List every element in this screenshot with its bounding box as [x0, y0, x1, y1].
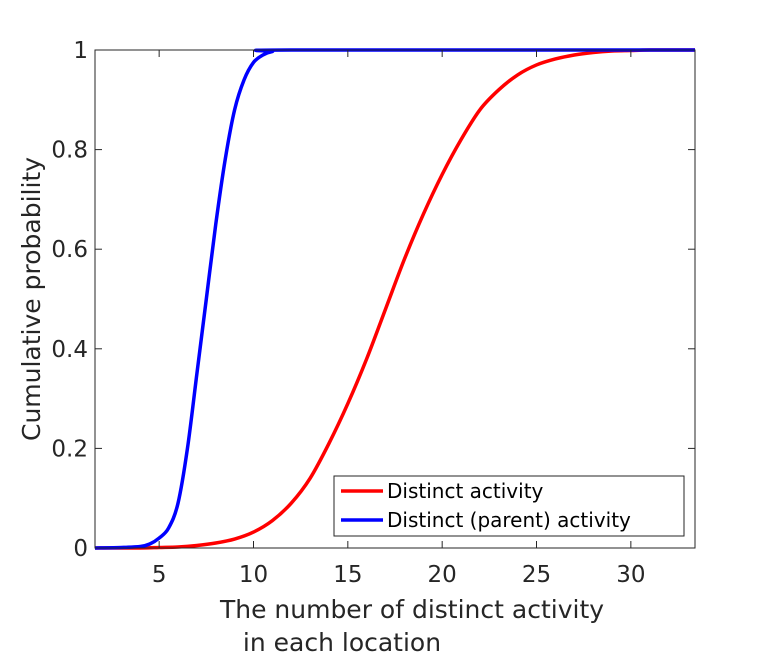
x-tick-label: 15	[333, 562, 362, 588]
y-tick-label: 0.6	[51, 237, 88, 263]
y-tick-label: 1	[73, 38, 88, 64]
x-tick-label: 10	[239, 562, 268, 588]
y-tick-label: 0.2	[51, 436, 88, 462]
y-axis-label: Cumulative probability	[17, 157, 46, 441]
x-tick-label: 25	[522, 562, 551, 588]
x-tick-label: 5	[152, 562, 167, 588]
legend: Distinct activity Distinct (parent) acti…	[333, 475, 685, 537]
x-axis-label-line-1: The number of distinct activity	[219, 595, 604, 624]
x-axis-label-line-2: in each location	[243, 628, 441, 655]
x-tick-label: 20	[428, 562, 457, 588]
plot-area-frame	[94, 49, 696, 549]
series-line-distinct-activity	[94, 48, 695, 550]
series-layer	[94, 48, 695, 550]
x-tick-label: 30	[616, 562, 645, 588]
legend-box	[333, 475, 685, 537]
y-tick-label: 0	[73, 536, 88, 562]
legend-label-distinct-activity: Distinct activity	[387, 479, 544, 503]
series-line-distinct-parent-activity	[94, 48, 695, 550]
tick-layer: 5 10 15 20 25 30 0 0.2 0.4 0.6 0.8 1	[51, 38, 695, 588]
y-tick-label: 0.8	[51, 138, 88, 164]
legend-label-distinct-parent-activity: Distinct (parent) activity	[387, 508, 631, 532]
plot-area-background	[95, 50, 695, 548]
y-tick-label: 0.4	[51, 337, 88, 363]
